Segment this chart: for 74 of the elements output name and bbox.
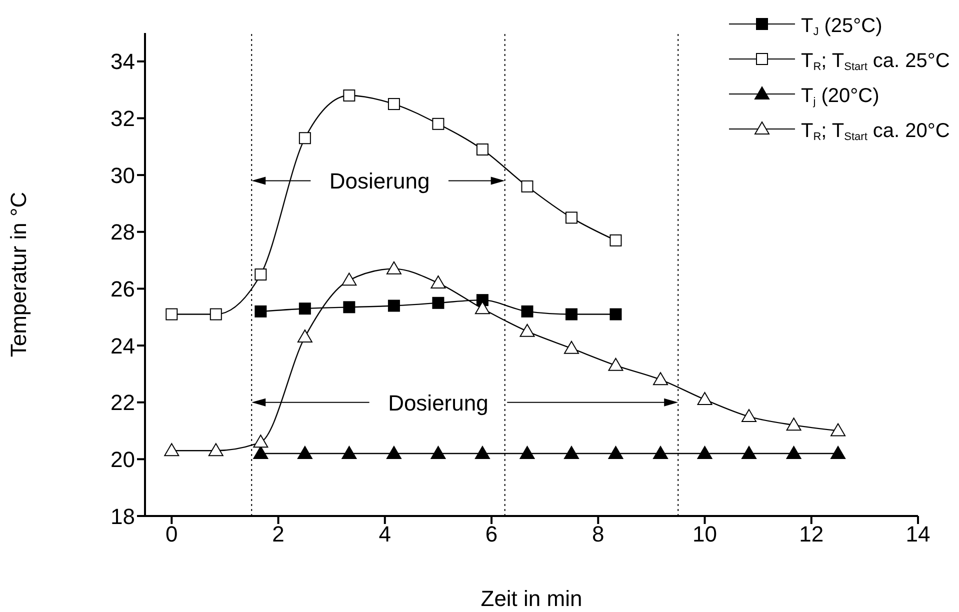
y-tick-label: 20 xyxy=(110,446,135,472)
y-tick-label: 28 xyxy=(110,220,135,245)
x-tick-label: 4 xyxy=(378,522,392,547)
point xyxy=(521,180,534,192)
point xyxy=(343,301,356,314)
point xyxy=(830,446,846,459)
legend-label: T$_{j}$ (20°C) xyxy=(801,85,880,108)
point xyxy=(830,423,846,436)
point xyxy=(253,446,268,459)
annotation: Dosierung xyxy=(329,168,430,194)
point xyxy=(210,308,222,320)
point xyxy=(610,234,622,246)
y-tick-label: 32 xyxy=(110,106,135,132)
point xyxy=(697,392,712,406)
point xyxy=(298,302,311,315)
point xyxy=(254,268,267,280)
point xyxy=(388,98,400,110)
point xyxy=(342,272,357,286)
x-tick-label: 0 xyxy=(166,522,178,547)
legend-label: T$_{R}$; T$_{Start}$ ca. 20°C xyxy=(801,120,950,144)
point xyxy=(565,308,578,320)
point xyxy=(474,301,490,314)
point xyxy=(343,90,356,102)
point xyxy=(610,308,622,320)
point xyxy=(564,446,579,459)
y-tick-label: 26 xyxy=(110,276,135,302)
x-axis-title: Zeit in min xyxy=(480,586,582,611)
annotation: Dosierung xyxy=(388,390,488,416)
y-tick-label: 30 xyxy=(110,162,135,188)
x-tick-label: 12 xyxy=(799,522,824,547)
point xyxy=(608,358,624,371)
y-tick-label: 34 xyxy=(110,49,135,74)
y-tick-label: 22 xyxy=(110,390,135,416)
point xyxy=(208,443,224,456)
point xyxy=(653,446,668,459)
point xyxy=(297,446,312,459)
legend-label: T$_{J}$ (25°C) xyxy=(801,15,882,38)
point xyxy=(253,434,268,448)
point xyxy=(653,372,668,386)
point xyxy=(166,308,178,320)
point xyxy=(742,409,757,422)
point xyxy=(432,296,444,309)
point xyxy=(386,261,402,274)
y-tick-label: 18 xyxy=(110,504,135,529)
point xyxy=(432,118,444,130)
point xyxy=(430,276,446,289)
point xyxy=(474,446,490,459)
point xyxy=(430,446,446,459)
point xyxy=(298,132,311,144)
y-tick-label: 24 xyxy=(110,333,135,358)
point xyxy=(697,446,712,459)
x-tick-label: 6 xyxy=(485,522,498,547)
point xyxy=(521,305,534,318)
point xyxy=(786,418,802,431)
point xyxy=(786,446,802,459)
point xyxy=(565,212,578,224)
point xyxy=(520,324,535,337)
x-tick-label: 10 xyxy=(692,522,717,547)
x-tick-label: 2 xyxy=(272,522,284,547)
legend-label: T$_{R}$; T$_{Start}$ ca. 25°C xyxy=(801,50,950,74)
point xyxy=(520,446,535,459)
point xyxy=(342,446,357,459)
point xyxy=(564,340,579,354)
point xyxy=(388,300,400,312)
x-tick-label: 8 xyxy=(592,522,604,547)
point xyxy=(386,446,402,459)
point xyxy=(164,443,180,456)
point xyxy=(742,446,757,459)
point xyxy=(476,143,488,156)
point xyxy=(297,330,312,343)
x-tick-label: 14 xyxy=(906,522,930,547)
point xyxy=(254,305,267,318)
y-axis-title: Temperatur in °C xyxy=(6,192,31,358)
point xyxy=(608,446,624,459)
